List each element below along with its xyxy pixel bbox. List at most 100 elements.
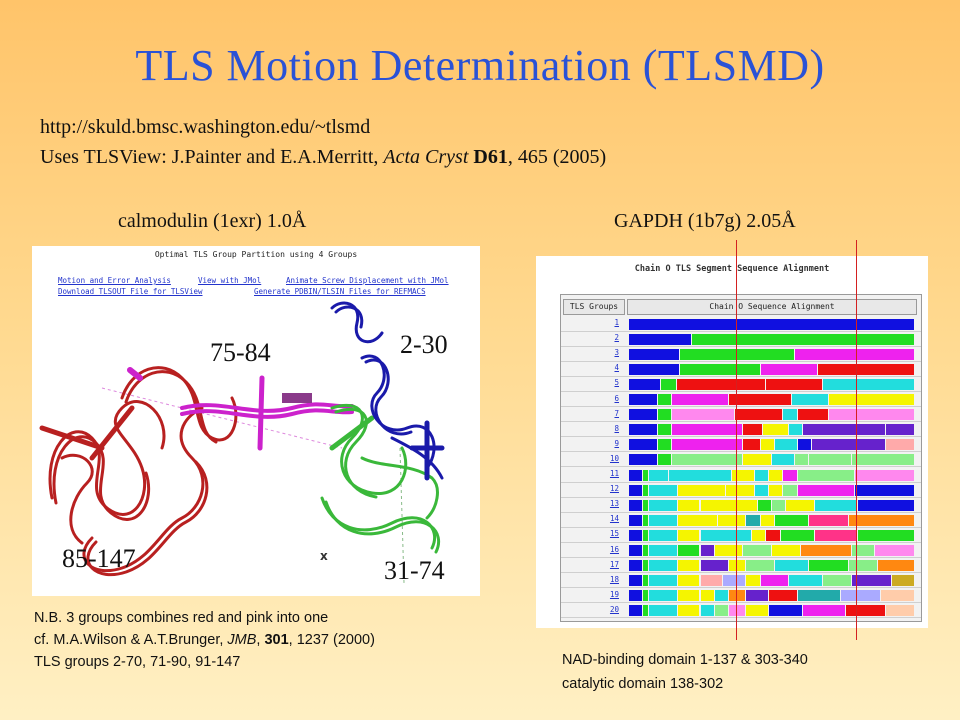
alignment-title: Chain O TLS Segment Sequence Alignment [634, 264, 830, 274]
download-tlsout-link[interactable]: Download TLSOUT File for TLSView [58, 287, 203, 296]
segment-row-18-12 [892, 575, 914, 587]
segment-row-18-10 [823, 575, 852, 587]
segment-row-17-10 [849, 560, 877, 572]
segment-row-19-4 [677, 590, 700, 602]
row-divider [561, 526, 921, 528]
segment-row-12-9 [797, 484, 854, 496]
note-citation-prefix: cf. M.A.Wilson & A.T.Brunger, [34, 632, 228, 648]
tls-group-row-7[interactable]: 7 [614, 408, 619, 418]
segment-row-16-6 [714, 545, 743, 556]
tls-group-row-1[interactable]: 1 [614, 318, 619, 327]
segment-row-17-8 [774, 560, 809, 572]
reference-volume: D61 [473, 146, 508, 168]
segment-row-13-7 [772, 499, 786, 511]
segment-row-10-8 [852, 454, 914, 466]
group-label-75-84: 75-84 [210, 338, 271, 367]
tls-group-row-20[interactable]: 20 [609, 604, 619, 614]
segment-row-15-10 [857, 529, 914, 541]
segment-row-2-2 [691, 333, 914, 345]
generate-pdbin-link[interactable]: Generate PDBIN/TLSIN Files for REFMACS [254, 287, 426, 296]
segment-row-5-1 [629, 378, 660, 390]
segment-row-3-1 [629, 348, 680, 360]
row-divider [561, 406, 921, 407]
segment-row-16-10 [852, 545, 874, 556]
tls-group-row-8[interactable]: 8 [614, 423, 619, 433]
segment-row-17-1 [629, 560, 643, 572]
segment-row-9-2 [657, 439, 671, 451]
segment-row-17-9 [809, 560, 849, 572]
tls-group-row-3[interactable]: 3 [614, 348, 619, 358]
tls-group-row-9[interactable]: 9 [614, 438, 619, 448]
tls-group-row-14[interactable]: 14 [609, 514, 619, 524]
row-divider [561, 451, 921, 453]
note-line-2: cf. M.A.Wilson & A.T.Brunger, JMB, 301, … [34, 632, 375, 648]
tls-group-row-16[interactable]: 16 [609, 544, 619, 554]
note-line-3: TLS groups 2-70, 71-90, 91-147 [34, 654, 241, 670]
note-volume: 301 [264, 632, 289, 648]
segment-row-20-12 [886, 605, 914, 617]
domain-boundary-137 [736, 240, 737, 640]
segment-row-15-9 [814, 529, 857, 541]
segment-row-7-6 [797, 409, 829, 421]
segment-row-15-7 [766, 529, 780, 541]
segment-row-2-1 [629, 333, 691, 345]
tls-group-row-17[interactable]: 17 [609, 559, 619, 569]
tls-group-row-19[interactable]: 19 [609, 589, 619, 599]
segment-row-14-6 [746, 514, 760, 526]
tls-group-row-18[interactable]: 18 [609, 574, 619, 584]
segment-row-18-9 [789, 575, 823, 587]
segment-row-12-3 [649, 484, 677, 496]
segment-row-19-11 [840, 590, 880, 602]
segment-row-13-5 [700, 499, 757, 511]
segment-row-17-7 [746, 560, 774, 572]
tls-group-row-13[interactable]: 13 [609, 499, 619, 509]
segment-row-5-4 [765, 378, 822, 390]
tls-group-row-12[interactable]: 12 [609, 484, 619, 494]
segment-row-8-6 [789, 424, 803, 436]
segment-row-15-2 [643, 529, 649, 541]
note-line-1: N.B. 3 groups combines red and pink into… [34, 610, 329, 626]
tls-group-row-2[interactable]: 2 [614, 333, 619, 343]
segment-row-17-5 [700, 560, 729, 572]
group-label-85-147: 85-147 [62, 544, 136, 573]
segment-row-12-6 [754, 484, 769, 496]
segment-row-8-7 [803, 424, 886, 436]
segment-row-7-2 [657, 409, 671, 421]
segment-row-18-7 [746, 575, 760, 587]
group-label-2-30: 2-30 [400, 330, 448, 359]
animate-screw-link[interactable]: Animate Screw Displacement with JMol [286, 276, 449, 285]
catalytic-domain-note: catalytic domain 138-302 [562, 676, 724, 692]
segment-row-8-5 [763, 424, 789, 436]
segment-row-13-8 [786, 499, 814, 511]
motion-error-link[interactable]: Motion and Error Analysis [58, 276, 171, 285]
segment-row-16-11 [874, 545, 914, 556]
tls-group-row-15[interactable]: 15 [609, 529, 619, 539]
segment-row-11-7 [769, 469, 783, 481]
tls-group-row-4[interactable]: 4 [614, 363, 619, 373]
view-jmol-link[interactable]: View with JMol [198, 276, 262, 285]
row-divider [561, 375, 921, 377]
segment-row-9-5 [760, 439, 774, 451]
segment-row-13-2 [643, 499, 649, 511]
gapdh-caption: GAPDH (1b7g) 2.05Å [614, 210, 796, 232]
tls-group-row-6[interactable]: 6 [614, 393, 619, 403]
reference-journal: Acta Cryst [383, 146, 469, 168]
tls-group-row-11[interactable]: 11 [609, 469, 619, 478]
segment-row-20-1 [629, 605, 643, 617]
tls-group-row-5[interactable]: 5 [614, 378, 619, 388]
row-divider [561, 541, 921, 543]
segment-row-16-4 [677, 545, 700, 556]
segment-row-6-2 [657, 394, 671, 405]
row-divider [561, 481, 921, 483]
segment-row-18-8 [760, 575, 789, 587]
segment-row-4-3 [760, 363, 817, 375]
segment-row-19-3 [649, 590, 677, 602]
segment-row-17-6 [729, 560, 746, 572]
segment-row-18-4 [677, 575, 700, 587]
segment-row-14-7 [760, 514, 774, 526]
segment-row-16-9 [800, 545, 852, 556]
segment-row-12-10 [854, 484, 914, 496]
tls-group-row-10[interactable]: 10 [609, 453, 619, 463]
tlsmd-url[interactable]: http://skuld.bmsc.washington.edu/~tlsmd [40, 116, 371, 138]
segment-row-7-7 [829, 409, 914, 421]
